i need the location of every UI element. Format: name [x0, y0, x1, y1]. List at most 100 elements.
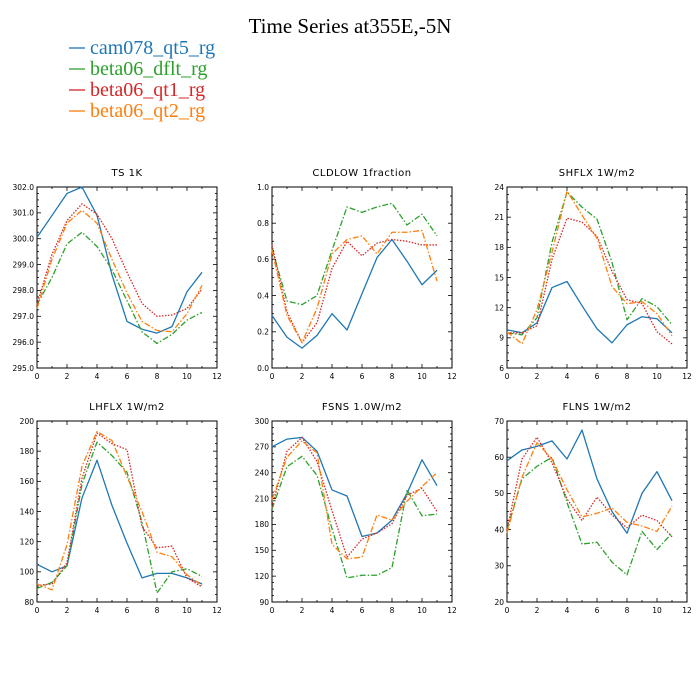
series-line-cam078_qt5_rg [271, 238, 438, 349]
panel-title: LHFLX 1W/m2 [89, 402, 165, 413]
y-tick-label: 300 [255, 417, 270, 426]
x-tick-label: 6 [595, 372, 600, 381]
panels: TS 1K0 2 4 6 8 10 12295.0296.0297.0298.0299.03… [13, 168, 692, 615]
x-tick-label: 12 [682, 372, 692, 381]
x-tick-label: 2 [535, 372, 540, 381]
panel-5: FLNS 1W/m2 0 2 4 6 8 10 12 20 30 40 50 60 70 [494, 402, 692, 615]
series-line-beta06_qt1_rg [506, 436, 673, 538]
y-tick-label: 298.0 [13, 286, 35, 295]
series-line-beta06_dflt_rg [506, 191, 673, 336]
x-tick-label: 0 [270, 606, 275, 615]
y-tick-label: 210 [255, 494, 270, 503]
series-line-beta06_qt1_rg [507, 217, 673, 345]
y-tick-label: 299.0 [13, 260, 35, 269]
x-tick-label: 0 [35, 606, 40, 615]
y-tick-label: 120 [255, 572, 270, 581]
figure-title: Time Series at355E,-5N [249, 14, 452, 38]
y-tick-label: 270 [255, 443, 270, 452]
y-tick-label: 30 [494, 562, 504, 571]
panel-3: LHFLX 1W/m2 0 2 4 6 8 10 12 80 100 120 140 160 180 200 [20, 402, 222, 615]
x-tick-label: 2 [300, 372, 305, 381]
x-tick-label: 2 [535, 606, 540, 615]
x-tick-label: 10 [182, 372, 192, 381]
series-line-cam078_qt5_rg [506, 280, 673, 344]
x-tick-label: 4 [330, 372, 335, 381]
panel-1: CLDLOW 1fraction 0 2 4 6 8 10 12 0.0 0.2 0.4 0.6 0.8… [257, 168, 457, 381]
y-tick-label: 160 [20, 477, 35, 486]
series-line-beta06_qt2_rg [506, 190, 673, 345]
y-tick-label: 0.2 [257, 328, 269, 337]
x-tick-label: 10 [652, 606, 662, 615]
y-tick-label: 1.0 [257, 183, 269, 192]
x-tick-label: 6 [595, 606, 600, 615]
x-tick-label: 12 [447, 372, 457, 381]
y-tick-label: 70 [494, 417, 504, 426]
y-tick-label: 15 [494, 273, 504, 282]
y-tick-label: 295.0 [13, 364, 35, 373]
y-tick-label: 180 [20, 447, 35, 456]
legend-label-2: beta06_qt1_rg [90, 79, 205, 101]
series-line-beta06_dflt_rg [36, 231, 203, 345]
x-tick-label: 10 [182, 606, 192, 615]
x-tick-label: 12 [682, 606, 692, 615]
x-tick-label: 12 [447, 606, 457, 615]
y-tick-label: 301.0 [13, 209, 35, 218]
series-line-beta06_qt1_rg [36, 432, 203, 588]
y-tick-label: 21 [494, 213, 504, 222]
x-tick-label: 6 [360, 372, 365, 381]
panel-title: TS 1K [110, 168, 142, 179]
x-tick-label: 6 [125, 606, 130, 615]
x-tick-label: 4 [565, 606, 570, 615]
y-tick-label: 302.0 [13, 183, 35, 192]
x-tick-label: 6 [360, 606, 365, 615]
panel-0: TS 1K 0 2 4 6 8 10 12 295.0 296.0 297.0 298.0 299.0 3… [13, 168, 222, 381]
y-tick-label: 60 [494, 453, 504, 462]
y-tick-label: 6 [499, 364, 504, 373]
y-tick-label: 90 [259, 598, 269, 607]
x-tick-label: 8 [625, 372, 630, 381]
series-line-beta06_qt2_rg [36, 209, 203, 333]
y-tick-label: 200 [20, 417, 35, 426]
x-tick-label: 0 [505, 372, 510, 381]
series-line-cam078_qt5_rg [36, 186, 203, 334]
x-tick-label: 0 [270, 372, 275, 381]
series-line-beta06_dflt_rg [36, 441, 203, 594]
x-tick-label: 4 [95, 606, 100, 615]
legend-label-1: beta06_dflt_rg [90, 58, 207, 80]
panel-4: FSNS 1.0W/m2 0 2 4 6 8 10 12 90 120 150 180 210 240 27… [255, 402, 457, 615]
panel-title: CLDLOW 1fraction [312, 168, 411, 179]
x-tick-label: 0 [35, 372, 40, 381]
x-tick-label: 2 [65, 606, 70, 615]
series-line-beta06_qt2_rg [36, 430, 203, 591]
y-tick-label: 240 [255, 469, 270, 478]
x-tick-label: 10 [417, 606, 427, 615]
x-tick-label: 8 [390, 606, 395, 615]
y-tick-label: 24 [494, 183, 504, 192]
y-tick-label: 0.8 [257, 219, 269, 228]
x-tick-label: 8 [390, 372, 395, 381]
series-line-cam078_qt5_rg [271, 436, 438, 538]
y-tick-label: 100 [20, 568, 35, 577]
x-tick-label: 4 [565, 372, 570, 381]
series-line-beta06_qt2_rg [271, 440, 438, 560]
y-tick-label: 0.4 [257, 291, 269, 300]
y-tick-label: 0.6 [257, 255, 269, 264]
x-tick-label: 6 [125, 372, 130, 381]
legend-label-0: cam078_qt5_rg [90, 37, 215, 59]
panel-title: FSNS 1.0W/m2 [322, 402, 402, 413]
y-tick-label: 0.0 [257, 364, 269, 373]
series-line-beta06_dflt_rg [506, 456, 673, 576]
panel-title: SHFLX 1W/m2 [559, 168, 635, 179]
y-tick-label: 80 [24, 598, 34, 607]
series-line-beta06_qt2_rg [271, 229, 438, 344]
series-line-beta06_dflt_rg [271, 455, 438, 579]
y-tick-label: 40 [494, 525, 504, 534]
x-tick-label: 0 [505, 606, 510, 615]
x-tick-label: 2 [65, 372, 70, 381]
x-tick-label: 12 [212, 606, 222, 615]
x-tick-label: 2 [300, 606, 305, 615]
x-tick-label: 8 [155, 606, 160, 615]
